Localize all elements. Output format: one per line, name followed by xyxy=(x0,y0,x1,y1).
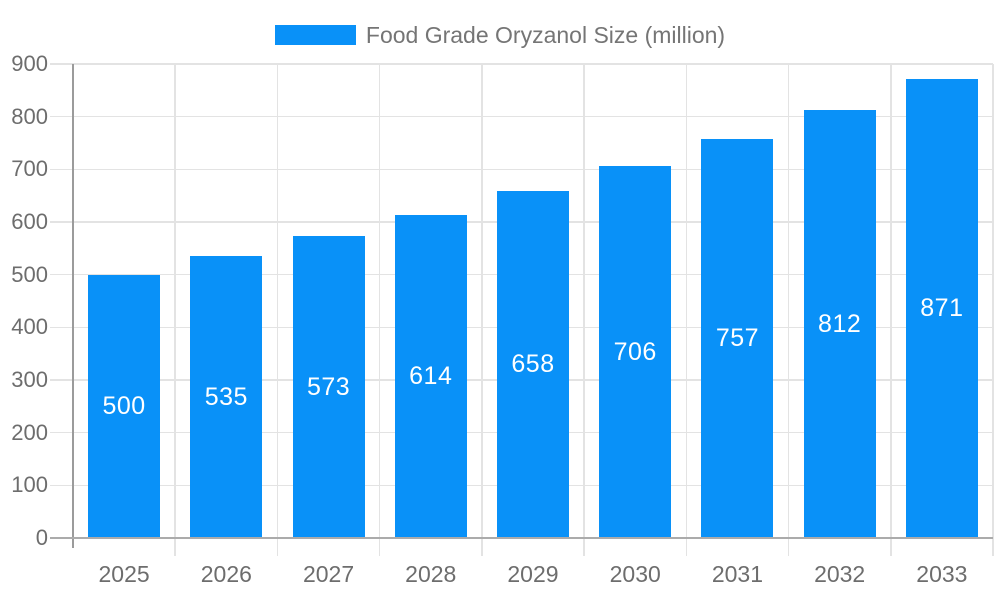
v-gridline xyxy=(174,64,176,556)
x-tick-label: 2025 xyxy=(98,561,150,587)
x-tick-label: 2030 xyxy=(609,561,661,587)
v-gridline xyxy=(583,64,585,556)
y-tick-label: 300 xyxy=(11,367,48,392)
legend-swatch-icon xyxy=(274,25,356,45)
bar-2033[interactable]: 871 xyxy=(905,79,978,538)
y-axis-line xyxy=(72,64,74,548)
x-tick-label: 2031 xyxy=(711,561,764,587)
bar-2028[interactable]: 614 xyxy=(394,214,467,538)
legend-item[interactable]: Food Grade Oryzanol Size (million) xyxy=(0,18,1000,52)
v-gridline xyxy=(890,64,892,556)
bar-value-label: 614 xyxy=(409,361,453,390)
h-gridline xyxy=(50,168,993,171)
y-tick-label: 900 xyxy=(11,51,48,76)
y-tick-label: 800 xyxy=(11,103,48,129)
bar-2031[interactable]: 757 xyxy=(701,139,774,538)
bar-value-label: 871 xyxy=(920,294,964,323)
y-tick-label: 500 xyxy=(11,261,48,287)
bar-value-label: 757 xyxy=(715,324,760,353)
x-tick-label: 2033 xyxy=(916,561,968,587)
x-tick-label: 2027 xyxy=(302,561,355,587)
x-tick-label: 2032 xyxy=(814,561,866,587)
bar-value-label: 500 xyxy=(102,391,146,420)
v-gridline xyxy=(378,64,381,556)
x-tick-label: 2026 xyxy=(200,561,252,587)
v-gridline xyxy=(481,64,483,556)
v-gridline xyxy=(787,64,790,556)
y-tick-label: 100 xyxy=(11,472,48,498)
legend-label: Food Grade Oryzanol Size (million) xyxy=(365,21,726,48)
bar-value-label: 573 xyxy=(306,372,351,401)
bar-2029[interactable]: 658 xyxy=(497,191,569,538)
bar-value-label: 706 xyxy=(613,337,657,366)
bar-2032[interactable]: 812 xyxy=(803,110,876,538)
y-tick-label: 700 xyxy=(11,156,48,182)
bar-value-label: 535 xyxy=(204,382,248,411)
y-tick-label: 0 xyxy=(35,525,48,550)
bar-2026[interactable]: 535 xyxy=(190,256,263,538)
bar-value-label: 812 xyxy=(818,309,862,338)
x-axis-line xyxy=(50,537,993,539)
x-tick-label: 2029 xyxy=(507,561,559,587)
bar-2025[interactable]: 500 xyxy=(88,274,161,538)
bar-value-label: 658 xyxy=(511,350,555,379)
y-tick-label: 200 xyxy=(11,419,48,445)
v-gridline xyxy=(992,64,994,556)
y-tick-label: 400 xyxy=(11,314,48,340)
x-tick-label: 2028 xyxy=(405,561,457,587)
v-gridline xyxy=(276,64,279,556)
v-gridline xyxy=(685,64,688,556)
h-gridline xyxy=(50,63,993,65)
y-tick-label: 600 xyxy=(11,209,48,234)
bar-2030[interactable]: 706 xyxy=(599,166,672,538)
bar-2027[interactable]: 573 xyxy=(292,236,365,538)
h-gridline xyxy=(50,115,993,118)
